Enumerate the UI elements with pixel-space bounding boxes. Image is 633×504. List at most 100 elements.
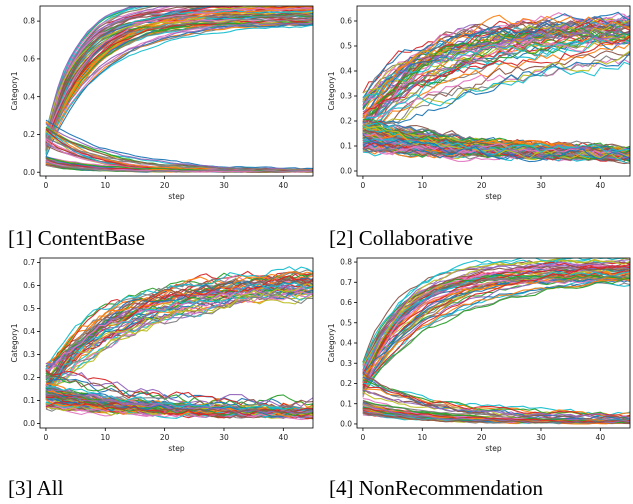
series-line bbox=[362, 34, 630, 98]
series-line bbox=[362, 279, 630, 376]
series-line bbox=[362, 23, 630, 130]
series-line bbox=[362, 276, 630, 395]
series-line bbox=[45, 372, 313, 407]
series-line bbox=[362, 275, 630, 387]
x-tick-label: 10 bbox=[101, 181, 111, 190]
x-tick-label: 0 bbox=[361, 433, 366, 442]
series-line bbox=[45, 6, 215, 134]
y-tick-label: 0.2 bbox=[23, 130, 35, 139]
series-line bbox=[362, 118, 630, 161]
series-line bbox=[362, 19, 630, 102]
y-tick-label: 0.2 bbox=[340, 379, 352, 388]
series-line bbox=[45, 8, 313, 142]
series-line bbox=[362, 408, 630, 423]
series-line bbox=[362, 265, 630, 389]
series-lines bbox=[45, 6, 313, 173]
y-tick-label: 0.0 bbox=[340, 167, 352, 176]
series-line bbox=[45, 385, 313, 413]
line-chart-collaborative: 0 10 20 30 40 0.0 0.1 0.2 0.3 0.4 0.5 0.6 step Catego… bbox=[327, 5, 631, 201]
chart-panel-nonrecommendation: 0 10 20 30 40 0.0 0.1 0.2 0.3 0.4 0.5 0.6 0.7 0.8 step… bbox=[317, 252, 633, 504]
series-line bbox=[45, 271, 313, 372]
series-line bbox=[45, 283, 313, 398]
series-line bbox=[45, 6, 228, 137]
y-axis-label: Category1 bbox=[327, 71, 336, 110]
series-lines bbox=[362, 258, 630, 425]
series-line bbox=[45, 18, 313, 149]
series-line bbox=[362, 50, 630, 130]
series-line bbox=[362, 270, 630, 379]
series-line bbox=[362, 134, 630, 163]
series-line bbox=[362, 16, 630, 124]
series-line bbox=[362, 61, 630, 121]
caption-nonrecommendation: [4] NonRecommendation bbox=[329, 476, 544, 500]
series-line bbox=[45, 14, 313, 137]
series-line bbox=[362, 50, 630, 137]
series-line bbox=[45, 6, 141, 132]
series-lines bbox=[362, 11, 630, 165]
series-line bbox=[362, 259, 630, 381]
y-tick-label: 0.0 bbox=[340, 420, 352, 429]
series-line bbox=[45, 6, 166, 135]
plot-frame bbox=[39, 5, 314, 177]
series-line bbox=[45, 292, 313, 379]
series-line bbox=[362, 372, 630, 421]
series-line bbox=[45, 6, 207, 144]
chart-panel-all: 0 10 20 30 40 0.0 0.1 0.2 0.3 0.4 0.5 0.6 0.7 step Cat… bbox=[0, 252, 316, 504]
x-axis-label: step bbox=[485, 444, 501, 453]
caption-collaborative: [2] Collaborative bbox=[329, 226, 474, 250]
series-line bbox=[362, 52, 630, 135]
x-axis-label: step bbox=[168, 192, 184, 201]
series-line bbox=[45, 275, 313, 386]
x-tick-label: 10 bbox=[418, 181, 428, 190]
series-line bbox=[362, 26, 630, 134]
y-tick-label: 0.6 bbox=[23, 281, 35, 290]
series-line bbox=[362, 28, 630, 128]
chart-panel-collaborative: 0 10 20 30 40 0.0 0.1 0.2 0.3 0.4 0.5 0.6 step Catego… bbox=[317, 0, 633, 252]
y-tick-label: 0.1 bbox=[340, 399, 352, 408]
x-tick-label: 20 bbox=[160, 181, 170, 190]
x-tick-label: 30 bbox=[536, 433, 546, 442]
x-tick-label: 0 bbox=[44, 433, 49, 442]
y-tick-label: 0.0 bbox=[23, 168, 35, 177]
y-tick-label: 0.8 bbox=[23, 17, 35, 26]
series-line bbox=[45, 7, 313, 142]
y-tick-label: 0.5 bbox=[23, 304, 35, 313]
series-line bbox=[362, 266, 630, 392]
series-line bbox=[45, 284, 313, 368]
x-tick-label: 10 bbox=[418, 433, 428, 442]
caption-contentbase: [1] ContentBase bbox=[8, 226, 146, 250]
series-line bbox=[362, 411, 630, 424]
series-line bbox=[45, 295, 313, 396]
series-line bbox=[362, 138, 630, 156]
series-line bbox=[45, 6, 145, 135]
y-axis-label: Category1 bbox=[10, 71, 19, 110]
series-line bbox=[362, 33, 630, 124]
series-line bbox=[45, 390, 313, 416]
series-line bbox=[45, 22, 313, 142]
series-line bbox=[362, 18, 630, 104]
series-lines bbox=[45, 266, 313, 421]
series-line bbox=[45, 282, 313, 388]
y-tick-label: 0.4 bbox=[340, 339, 352, 348]
series-line bbox=[45, 6, 141, 140]
series-line bbox=[45, 18, 313, 151]
x-axis-label: step bbox=[485, 192, 501, 201]
series-line bbox=[45, 23, 313, 158]
y-tick-label: 0.6 bbox=[23, 54, 35, 63]
y-tick-label: 0.4 bbox=[23, 92, 35, 101]
series-line bbox=[45, 119, 313, 170]
series-line bbox=[362, 258, 627, 364]
series-line bbox=[362, 277, 630, 394]
y-tick-label: 0.7 bbox=[23, 258, 35, 267]
caption-all: [3] All bbox=[8, 476, 64, 500]
series-line bbox=[45, 289, 313, 391]
y-tick-label: 0.4 bbox=[23, 327, 35, 336]
series-line bbox=[45, 6, 313, 153]
series-line bbox=[362, 133, 630, 158]
x-tick-label: 20 bbox=[160, 433, 170, 442]
line-chart-contentbase: 0 10 20 30 40 0.0 0.2 0.4 0.6 0.8 step Category1 bbox=[10, 5, 314, 201]
series-line bbox=[362, 14, 630, 122]
y-tick-label: 0.3 bbox=[340, 92, 352, 101]
y-tick-label: 0.6 bbox=[340, 17, 352, 26]
x-tick-label: 40 bbox=[596, 181, 606, 190]
